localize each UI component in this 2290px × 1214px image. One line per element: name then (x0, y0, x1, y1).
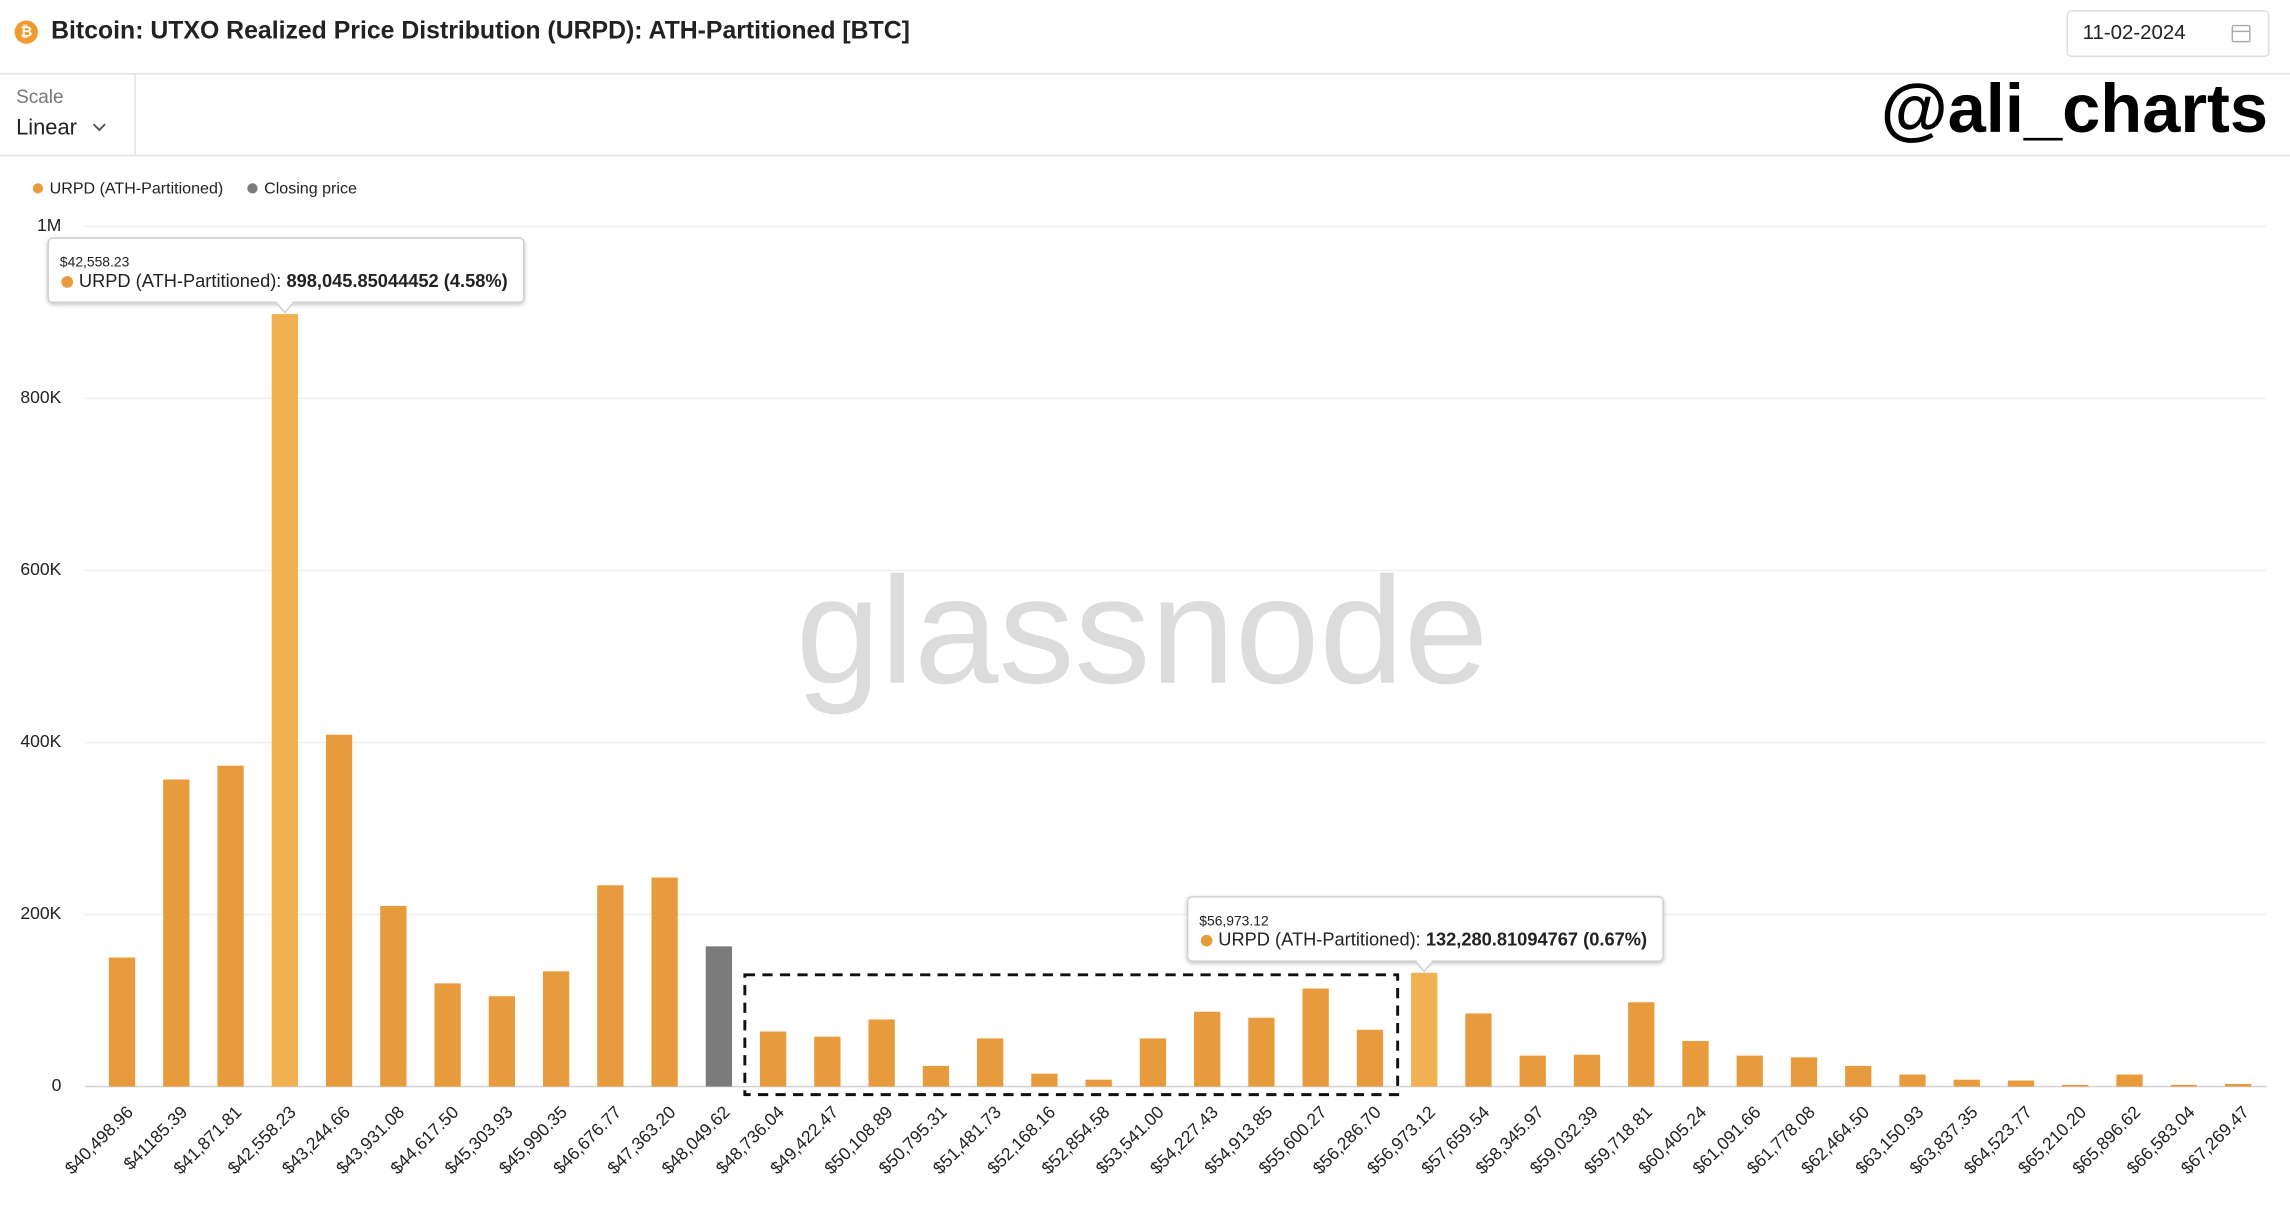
bar (217, 765, 244, 1087)
bar (1736, 1055, 1763, 1087)
bar (1790, 1057, 1818, 1087)
bar (759, 1031, 787, 1087)
bar (651, 877, 678, 1087)
bar (1899, 1074, 1926, 1087)
y-tick-label: 600K (20, 559, 61, 579)
tooltip-text: URPD (ATH-Partitioned): 132,280.81094767… (1218, 928, 1647, 949)
tooltip-pointer (275, 301, 295, 314)
bar (1682, 1040, 1709, 1087)
tooltip-value: 132,280.81094767 (1426, 928, 1578, 949)
bar (1465, 1013, 1492, 1087)
y-tick-label: 1M (37, 215, 61, 235)
scale-label: Scale (16, 87, 63, 108)
watermark: glassnode (796, 547, 1488, 716)
y-tick-label: 800K (20, 387, 61, 407)
bar (705, 946, 733, 1087)
bar (1194, 1011, 1221, 1087)
legend-marker (247, 183, 258, 194)
tooltip-label: URPD (ATH-Partitioned): (79, 270, 281, 291)
bar (325, 734, 353, 1087)
date-value: 11-02-2024 (2083, 21, 2186, 44)
bar (1356, 1029, 1384, 1087)
bar (1845, 1065, 1872, 1087)
page-title: Bitcoin: UTXO Realized Price Distributio… (51, 18, 910, 45)
y-tick-label: 0 (52, 1075, 62, 1095)
scale-value[interactable]: Linear (16, 114, 77, 139)
bar (1411, 972, 1438, 1087)
legend-marker (32, 183, 44, 194)
tooltip-percent: (0.67%) (1583, 928, 1647, 949)
scale-chevron[interactable] (92, 123, 106, 132)
legend-label: Closing price (264, 179, 357, 197)
bar (434, 983, 461, 1087)
bar (380, 905, 407, 1087)
bar (977, 1038, 1004, 1087)
y-tick-label: 200K (20, 903, 61, 923)
calendar-icon (2231, 24, 2251, 43)
tooltip-text: URPD (ATH-Partitioned): 898,045.85044452… (79, 270, 508, 291)
bar (2170, 1084, 2197, 1087)
bar (163, 779, 190, 1087)
legend-label: URPD (ATH-Partitioned) (50, 179, 224, 197)
tooltip-title: $56,973.12 (1199, 912, 1269, 928)
bar (2007, 1080, 2035, 1087)
bar (1248, 1017, 1275, 1087)
bar (1139, 1038, 1167, 1087)
bar (868, 1019, 895, 1087)
bar (1302, 988, 1329, 1087)
bar (1953, 1079, 1980, 1087)
bar (1573, 1054, 1601, 1087)
bar (542, 971, 570, 1087)
tooltip-value: 898,045.85044452 (286, 270, 438, 291)
bar (814, 1036, 841, 1087)
tooltip-pointer (1414, 960, 1434, 973)
y-tick-label: 400K (20, 731, 61, 751)
handle: @ali_charts (1881, 70, 2268, 147)
bar (2224, 1083, 2252, 1087)
tooltip-marker (61, 276, 74, 288)
bitcoin-logo (14, 20, 38, 44)
tooltip-percent: (4.58%) (444, 270, 508, 291)
bar (597, 885, 624, 1087)
bar (488, 996, 515, 1087)
bar (1031, 1073, 1058, 1087)
tooltip-marker (1200, 934, 1213, 947)
date-picker[interactable] (2066, 10, 2270, 57)
tooltip-title: $42,558.23 (60, 254, 130, 270)
bar (922, 1065, 950, 1087)
bar (108, 957, 136, 1087)
bar (271, 314, 298, 1087)
bar (2116, 1074, 2143, 1087)
tooltip-label: URPD (ATH-Partitioned): (1218, 928, 1420, 949)
bitcoin-logo-glyph: ₿ (20, 25, 32, 41)
bar (1628, 1002, 1655, 1087)
bar (2062, 1084, 2089, 1087)
bar (1519, 1055, 1546, 1087)
bar (1085, 1079, 1112, 1087)
